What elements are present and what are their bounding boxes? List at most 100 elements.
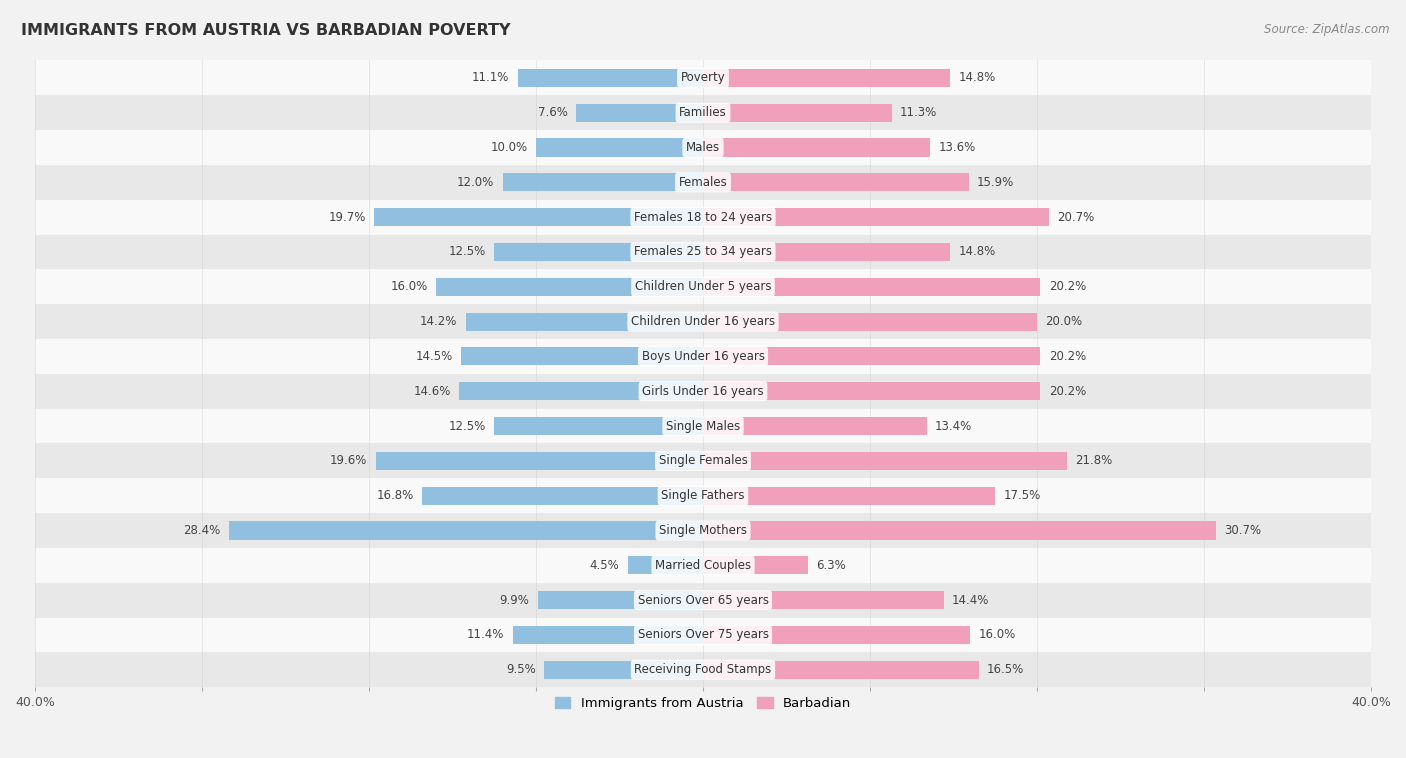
Text: Married Couples: Married Couples — [655, 559, 751, 572]
Text: 16.8%: 16.8% — [377, 489, 413, 503]
Bar — [35, 443, 1371, 478]
Bar — [375, 452, 703, 470]
Bar — [703, 661, 979, 679]
Text: Females 18 to 24 years: Females 18 to 24 years — [634, 211, 772, 224]
Text: 16.5%: 16.5% — [987, 663, 1024, 676]
Bar — [703, 277, 1040, 296]
Text: 20.0%: 20.0% — [1046, 315, 1083, 328]
Text: 21.8%: 21.8% — [1076, 454, 1112, 468]
Text: 16.0%: 16.0% — [979, 628, 1015, 641]
Text: 12.5%: 12.5% — [449, 246, 486, 258]
Bar — [465, 312, 703, 330]
Bar — [703, 487, 995, 505]
Bar — [703, 139, 931, 157]
Bar — [35, 618, 1371, 653]
Text: 10.0%: 10.0% — [491, 141, 527, 154]
Bar — [502, 174, 703, 191]
Bar — [703, 174, 969, 191]
Text: 7.6%: 7.6% — [538, 106, 568, 119]
Text: 19.6%: 19.6% — [330, 454, 367, 468]
Text: Seniors Over 75 years: Seniors Over 75 years — [637, 628, 769, 641]
Bar — [436, 277, 703, 296]
Bar — [35, 548, 1371, 583]
Bar — [35, 200, 1371, 234]
Text: 17.5%: 17.5% — [1004, 489, 1040, 503]
Text: Single Males: Single Males — [666, 419, 740, 433]
Text: Single Females: Single Females — [658, 454, 748, 468]
Bar — [35, 653, 1371, 688]
Text: 9.9%: 9.9% — [499, 594, 529, 606]
Bar — [703, 312, 1038, 330]
Bar — [628, 556, 703, 575]
Text: 14.4%: 14.4% — [952, 594, 990, 606]
Text: Single Mothers: Single Mothers — [659, 524, 747, 537]
Text: 20.2%: 20.2% — [1049, 350, 1085, 363]
Bar — [35, 96, 1371, 130]
Text: Boys Under 16 years: Boys Under 16 years — [641, 350, 765, 363]
Bar — [536, 139, 703, 157]
Bar — [703, 417, 927, 435]
Bar — [495, 417, 703, 435]
Text: Males: Males — [686, 141, 720, 154]
Bar — [495, 243, 703, 261]
Text: Single Fathers: Single Fathers — [661, 489, 745, 503]
Text: Source: ZipAtlas.com: Source: ZipAtlas.com — [1264, 23, 1389, 36]
Text: 14.2%: 14.2% — [420, 315, 457, 328]
Bar — [35, 130, 1371, 165]
Text: 11.4%: 11.4% — [467, 628, 505, 641]
Text: 13.6%: 13.6% — [938, 141, 976, 154]
Bar — [703, 69, 950, 87]
Text: Seniors Over 65 years: Seniors Over 65 years — [637, 594, 769, 606]
Bar — [35, 478, 1371, 513]
Text: Families: Families — [679, 106, 727, 119]
Bar — [35, 583, 1371, 618]
Text: 15.9%: 15.9% — [977, 176, 1014, 189]
Bar — [703, 556, 808, 575]
Text: 20.2%: 20.2% — [1049, 385, 1085, 398]
Bar — [703, 243, 950, 261]
Bar — [35, 513, 1371, 548]
Text: 20.7%: 20.7% — [1057, 211, 1094, 224]
Bar — [703, 522, 1216, 540]
Bar — [703, 382, 1040, 400]
Bar — [703, 452, 1067, 470]
Text: Children Under 16 years: Children Under 16 years — [631, 315, 775, 328]
Text: 20.2%: 20.2% — [1049, 280, 1085, 293]
Text: Females 25 to 34 years: Females 25 to 34 years — [634, 246, 772, 258]
Bar — [35, 409, 1371, 443]
Bar — [460, 382, 703, 400]
Text: 13.4%: 13.4% — [935, 419, 973, 433]
Bar — [703, 208, 1049, 226]
Text: 6.3%: 6.3% — [817, 559, 846, 572]
Bar — [461, 347, 703, 365]
Bar — [35, 304, 1371, 339]
Text: 14.8%: 14.8% — [959, 71, 995, 84]
Bar — [35, 61, 1371, 96]
Text: 9.5%: 9.5% — [506, 663, 536, 676]
Bar — [35, 269, 1371, 304]
Bar — [35, 339, 1371, 374]
Bar — [703, 347, 1040, 365]
Text: 30.7%: 30.7% — [1225, 524, 1261, 537]
Bar — [229, 522, 703, 540]
Bar — [703, 104, 891, 122]
Bar — [544, 661, 703, 679]
Text: 11.1%: 11.1% — [472, 71, 509, 84]
Text: Receiving Food Stamps: Receiving Food Stamps — [634, 663, 772, 676]
Bar — [517, 69, 703, 87]
Text: 28.4%: 28.4% — [183, 524, 221, 537]
Text: IMMIGRANTS FROM AUSTRIA VS BARBADIAN POVERTY: IMMIGRANTS FROM AUSTRIA VS BARBADIAN POV… — [21, 23, 510, 38]
Legend: Immigrants from Austria, Barbadian: Immigrants from Austria, Barbadian — [550, 691, 856, 715]
Bar — [422, 487, 703, 505]
Text: 12.5%: 12.5% — [449, 419, 486, 433]
Text: Girls Under 16 years: Girls Under 16 years — [643, 385, 763, 398]
Text: 19.7%: 19.7% — [328, 211, 366, 224]
Bar — [513, 626, 703, 644]
Text: Poverty: Poverty — [681, 71, 725, 84]
Bar — [703, 591, 943, 609]
Bar — [35, 374, 1371, 409]
Text: 4.5%: 4.5% — [589, 559, 620, 572]
Bar — [703, 626, 970, 644]
Text: Children Under 5 years: Children Under 5 years — [634, 280, 772, 293]
Text: 14.5%: 14.5% — [415, 350, 453, 363]
